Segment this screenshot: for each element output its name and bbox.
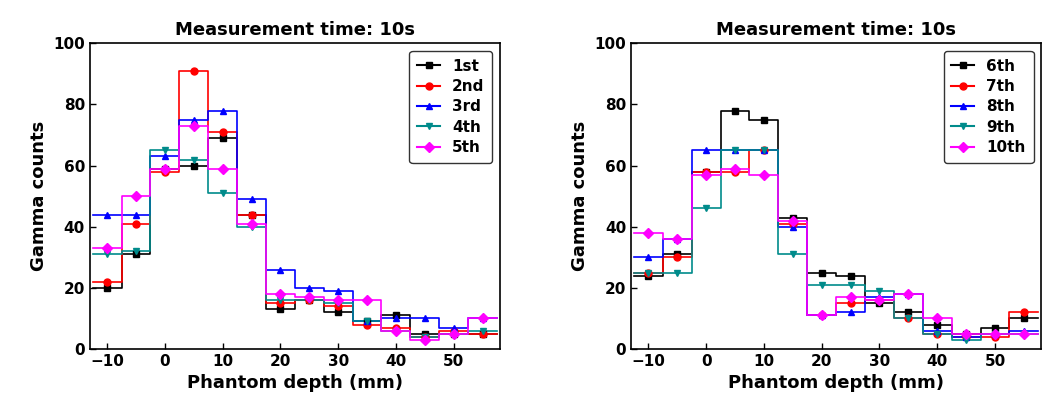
Legend: 6th, 7th, 8th, 9th, 10th: 6th, 7th, 8th, 9th, 10th	[944, 51, 1034, 163]
Title: Measurement time: 10s: Measurement time: 10s	[174, 21, 414, 39]
Legend: 1st, 2nd, 3rd, 4th, 5th: 1st, 2nd, 3rd, 4th, 5th	[409, 51, 493, 163]
X-axis label: Phantom depth (mm): Phantom depth (mm)	[728, 375, 944, 392]
Title: Measurement time: 10s: Measurement time: 10s	[717, 21, 957, 39]
X-axis label: Phantom depth (mm): Phantom depth (mm)	[187, 375, 403, 392]
Y-axis label: Gamma counts: Gamma counts	[571, 121, 589, 271]
Y-axis label: Gamma counts: Gamma counts	[30, 121, 48, 271]
